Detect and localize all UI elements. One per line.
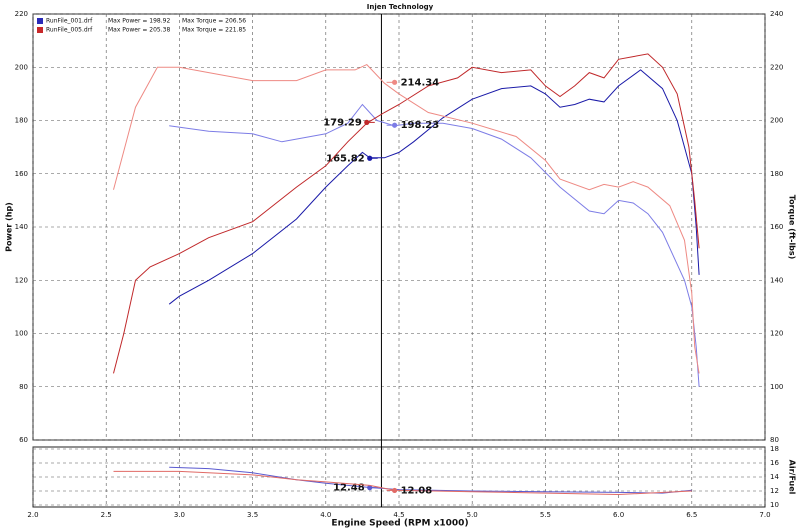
legend-swatch — [37, 27, 43, 33]
y-tick-label: 180 — [15, 117, 28, 125]
x-tick-label: 5.0 — [467, 511, 478, 519]
y-tick-label: 100 — [15, 330, 28, 338]
series-line — [169, 103, 700, 387]
legend-power: Max Power = 198.92 — [108, 18, 170, 25]
legend-file: RunFile_005.drf — [46, 27, 93, 34]
readout-label: 165.82 — [326, 153, 365, 164]
readout-label: 179.29 — [323, 117, 362, 128]
readout-dot — [367, 485, 373, 491]
x-tick-label: 4.5 — [393, 511, 404, 519]
legend-file: RunFile_001.drf — [46, 18, 93, 25]
readout-dot — [392, 122, 398, 128]
x-tick-label: 3.0 — [174, 511, 185, 519]
readout-dot — [364, 119, 370, 125]
y2-tick-label: 200 — [770, 117, 783, 125]
x-tick-label: 3.5 — [247, 511, 258, 519]
x-tick-label: 7.0 — [759, 511, 770, 519]
afr-tick-label: 18 — [770, 445, 779, 453]
y2-tick-label: 100 — [770, 383, 783, 391]
x-tick-label: 4.0 — [320, 511, 331, 519]
y-tick-label: 60 — [19, 436, 28, 444]
y-tick-label: 140 — [15, 223, 28, 231]
y2-tick-label: 180 — [770, 170, 783, 178]
y-tick-label: 80 — [19, 383, 28, 391]
y2-tick-label: 160 — [770, 223, 783, 231]
readout-dot — [367, 155, 373, 161]
y2-tick-label: 140 — [770, 276, 783, 284]
y2-axis-title: Torque (ft-lbs) — [788, 195, 797, 260]
y2-tick-label: 220 — [770, 63, 783, 71]
legend-torque: Max Torque = 206.56 — [182, 18, 246, 25]
afr-tick-label: 14 — [770, 473, 779, 481]
x-tick-label: 6.5 — [686, 511, 697, 519]
x-tick-label: 2.0 — [27, 511, 38, 519]
x-tick-label: 6.0 — [613, 511, 624, 519]
y-tick-label: 200 — [15, 63, 28, 71]
y-tick-label: 160 — [15, 170, 28, 178]
y2-tick-label: 120 — [770, 330, 783, 338]
chart-title: Injen Technology — [367, 3, 434, 11]
readout-label: 198.23 — [401, 120, 440, 131]
afr-tick-label: 16 — [770, 459, 779, 467]
y2-tick-label: 240 — [770, 10, 783, 18]
y2-tick-label: 80 — [770, 436, 779, 444]
x-axis-title: Engine Speed (RPM x1000) — [331, 519, 468, 529]
readout-label: 12.08 — [401, 485, 433, 496]
x-tick-label: 5.5 — [540, 511, 551, 519]
series-line — [113, 470, 692, 496]
readout-label: 214.34 — [401, 77, 440, 88]
series-line — [113, 53, 700, 374]
afr-tick-label: 12 — [770, 487, 779, 495]
legend-power: Max Power = 205.38 — [108, 27, 170, 34]
afr-axis-title: Air/Fuel — [788, 460, 797, 495]
legend-torque: Max Torque = 221.85 — [182, 27, 246, 34]
legend-swatch — [37, 18, 43, 24]
y-tick-label: 220 — [15, 10, 28, 18]
y-axis-title: Power (hp) — [5, 202, 14, 252]
series-line — [168, 69, 700, 305]
afr-tick-label: 10 — [770, 501, 779, 509]
y-tick-label: 120 — [15, 276, 28, 284]
x-tick-label: 2.5 — [101, 511, 112, 519]
series-line — [113, 63, 700, 374]
readout-label: 12.48 — [333, 483, 365, 494]
readout-dot — [392, 79, 398, 85]
readout-dot — [392, 487, 398, 494]
